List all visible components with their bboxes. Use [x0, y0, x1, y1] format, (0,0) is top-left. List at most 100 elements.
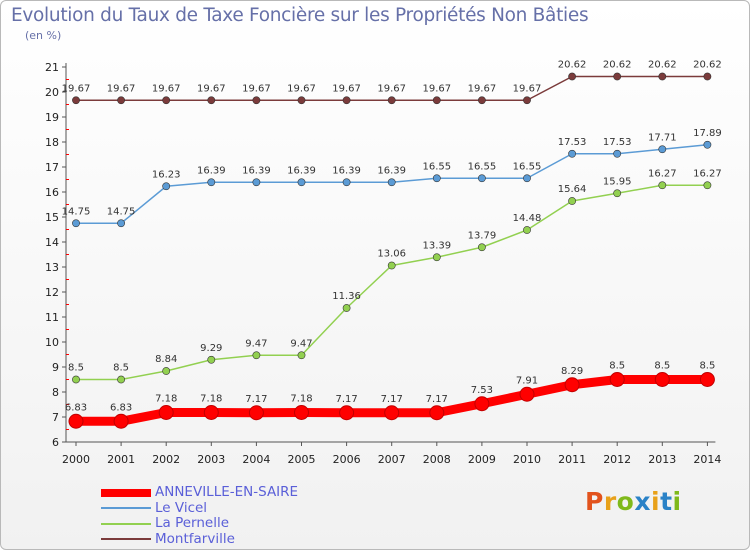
data-point — [387, 96, 396, 105]
logo-letter: i — [651, 487, 661, 516]
x-tick-label: 2005 — [288, 453, 316, 466]
data-point — [519, 386, 535, 402]
legend-item: La Pernelle — [101, 516, 298, 532]
data-label: 20.62 — [558, 60, 587, 71]
y-tick-label: 16 — [45, 186, 59, 199]
data-label: 15.95 — [603, 176, 632, 187]
data-label: 8.5 — [699, 361, 715, 372]
data-point — [609, 372, 625, 387]
logo-letter: P — [585, 487, 604, 516]
data-label: 7.18 — [155, 394, 177, 405]
series-line — [75, 184, 709, 381]
data-label: 19.67 — [287, 83, 316, 94]
data-label: 6.83 — [65, 402, 87, 413]
y-tick-label: 21 — [45, 61, 59, 74]
data-label: 20.62 — [648, 60, 677, 71]
legend-swatch — [101, 507, 151, 510]
x-tick-label: 2008 — [423, 453, 451, 466]
y-tick-label: 10 — [45, 336, 59, 349]
legend-swatch — [101, 522, 151, 525]
data-label: 13.79 — [468, 230, 497, 241]
data-label: 19.67 — [468, 83, 497, 94]
x-tick-label: 2010 — [513, 453, 541, 466]
data-label: 15.64 — [558, 184, 587, 195]
data-point — [432, 174, 441, 183]
data-point — [568, 72, 576, 81]
data-point — [158, 405, 174, 420]
y-tick-label: 13 — [45, 261, 59, 274]
data-point — [384, 405, 400, 421]
x-tick-label: 2007 — [378, 453, 406, 466]
data-label: 9.47 — [245, 338, 267, 349]
data-point — [117, 219, 125, 228]
data-label: 19.67 — [107, 83, 136, 94]
chart-title: Evolution du Taux de Taxe Foncière sur l… — [11, 5, 589, 26]
legend-label: La Pernelle — [155, 515, 230, 532]
data-point — [162, 367, 171, 375]
x-tick-label: 2012 — [603, 453, 631, 466]
x-tick-label: 2006 — [333, 453, 361, 466]
data-point — [613, 72, 622, 81]
data-point — [523, 96, 531, 105]
data-label: 6.83 — [110, 402, 132, 413]
data-label: 7.91 — [516, 375, 538, 386]
legend-item: ANNEVILLE-EN-SAIRE — [101, 485, 298, 501]
data-label: 14.48 — [513, 213, 542, 224]
legend-item: Le Vicel — [101, 500, 298, 517]
y-tick-label: 12 — [45, 286, 59, 299]
data-point — [703, 181, 712, 190]
data-point — [613, 189, 622, 198]
y-tick-label: 17 — [45, 161, 59, 174]
data-point — [297, 96, 306, 105]
x-tick-label: 2001 — [107, 453, 135, 466]
proxiti-logo: Proxiti — [585, 487, 682, 516]
data-point — [207, 178, 216, 187]
data-point — [342, 304, 351, 312]
data-label: 13.06 — [377, 249, 406, 260]
data-point — [342, 96, 351, 105]
data-point — [113, 413, 129, 429]
data-label: 7.18 — [200, 394, 222, 405]
data-label: 16.39 — [197, 165, 226, 176]
data-point — [703, 140, 712, 149]
data-label: 20.62 — [603, 60, 632, 71]
data-label: 7.17 — [245, 394, 267, 405]
x-tick-label: 2000 — [62, 453, 90, 466]
data-point — [117, 375, 125, 384]
data-label: 9.29 — [200, 343, 222, 354]
data-point — [568, 149, 576, 158]
logo-letter: o — [616, 487, 635, 516]
data-point — [429, 405, 445, 421]
y-tick-label: 18 — [45, 136, 59, 149]
logo-letter: t — [660, 487, 673, 516]
logo-letter: r — [603, 487, 617, 516]
data-label: 19.67 — [377, 83, 406, 94]
data-point — [252, 351, 261, 360]
x-tick-label: 2003 — [197, 453, 225, 466]
data-point — [162, 96, 171, 105]
legend: ANNEVILLE-EN-SAIRE Le Vicel La Pernelle Mon… — [101, 485, 298, 547]
x-tick-label: 2002 — [152, 453, 180, 466]
data-point — [523, 174, 531, 183]
data-label: 13.39 — [422, 240, 451, 251]
data-point — [477, 243, 486, 252]
data-point — [387, 261, 396, 270]
data-label: 17.53 — [603, 137, 632, 148]
data-label: 11.36 — [332, 291, 361, 302]
data-label: 16.23 — [152, 169, 181, 180]
data-point — [654, 372, 670, 387]
data-label: 19.67 — [62, 83, 91, 94]
data-point — [658, 145, 667, 154]
legend-swatch — [101, 538, 151, 541]
data-point — [523, 226, 531, 234]
data-point — [699, 372, 715, 387]
data-point — [297, 178, 306, 187]
data-label: 7.17 — [381, 394, 403, 405]
data-point — [477, 174, 486, 183]
data-label: 19.67 — [422, 83, 451, 94]
data-point — [252, 96, 261, 105]
x-tick-label: 2013 — [648, 453, 676, 466]
data-label: 19.67 — [152, 83, 181, 94]
